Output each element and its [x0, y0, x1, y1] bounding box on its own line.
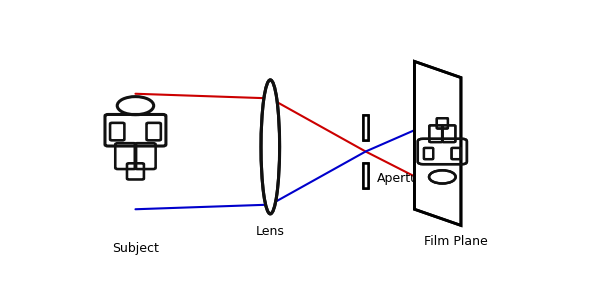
- Bar: [363, 115, 368, 140]
- Bar: [363, 115, 368, 140]
- Bar: [363, 163, 368, 188]
- Ellipse shape: [261, 80, 280, 214]
- Text: Subject: Subject: [112, 242, 159, 255]
- Text: Aperture: Aperture: [377, 172, 432, 185]
- Text: Film Plane: Film Plane: [424, 235, 488, 248]
- Ellipse shape: [261, 80, 280, 214]
- Text: Lens: Lens: [256, 225, 285, 239]
- Polygon shape: [415, 61, 461, 225]
- Polygon shape: [415, 61, 461, 225]
- Bar: [363, 163, 368, 188]
